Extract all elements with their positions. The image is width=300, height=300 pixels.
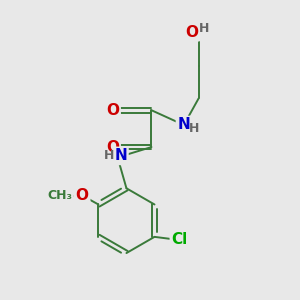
Text: N: N: [114, 148, 127, 164]
Text: O: O: [106, 103, 119, 118]
Text: H: H: [199, 22, 209, 35]
Text: O: O: [186, 25, 199, 40]
Text: H: H: [104, 149, 115, 162]
Text: H: H: [188, 122, 199, 135]
Text: O: O: [106, 140, 119, 154]
Text: Cl: Cl: [171, 232, 188, 247]
Text: CH₃: CH₃: [48, 189, 73, 202]
Text: O: O: [76, 188, 89, 203]
Text: N: N: [178, 118, 190, 133]
